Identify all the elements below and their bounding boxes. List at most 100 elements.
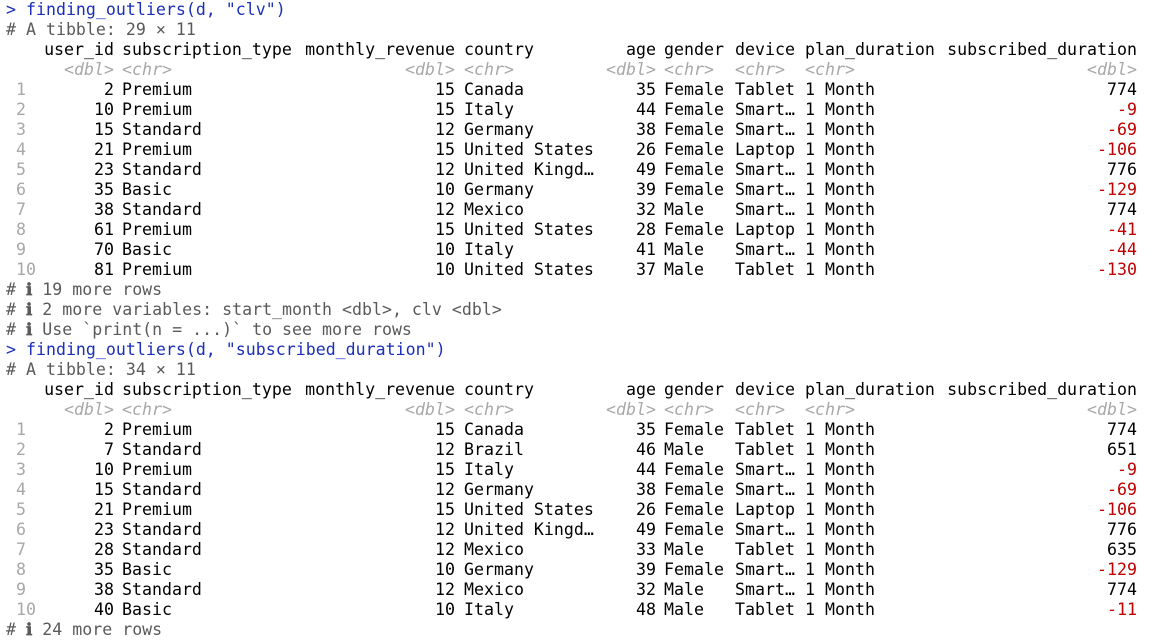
cell-plan-duration: 1 Month [805,540,875,559]
footer-text: 19 more rows [42,280,163,299]
cell-subscribed-duration: 651 [1107,440,1137,459]
command-text[interactable]: finding_outliers(d, "clv") [25,0,286,19]
table-row: 5 23 Standard 12 United Kingd… 49 Female Smart…… [6,160,1172,180]
cell-subscribed-duration: -41 [1107,220,1137,239]
cell-monthly-revenue: 12 [435,200,455,219]
column-type-device: <chr> [735,400,785,419]
column-type-subscription-type: <chr> [122,60,172,79]
cell-age: 44 [636,100,656,119]
cell-subscribed-duration: -129 [1097,560,1137,579]
cell-subscribed-duration: 774 [1107,80,1137,99]
row-number: 10 [16,600,36,619]
cell-subscribed-duration: 776 [1107,520,1137,539]
cell-gender: Male [664,440,704,459]
column-type-user-id: <dbl> [64,400,114,419]
cell-device: Smart… [735,120,795,139]
cell-plan-duration: 1 Month [805,220,875,239]
row-number: 1 [16,80,26,99]
table-row: 5 21 Premium 15 United States 26 Female Laptop 1… [6,500,1172,520]
cell-subscription-type: Premium [122,500,192,519]
cell-device: Smart… [735,460,795,479]
cell-country: Germany [464,560,534,579]
column-header-user-id: user_id [44,380,114,399]
cell-plan-duration: 1 Month [805,140,875,159]
column-types-row: <dbl> <chr> <dbl> <chr> <dbl> <chr> <chr> <chr>… [6,60,1172,80]
comment-mark: # [6,360,26,379]
cell-gender: Female [664,180,724,199]
cell-user-id: 70 [94,240,114,259]
cell-device: Smart… [735,580,795,599]
cell-subscription-type: Premium [122,80,192,99]
footer-note: # ℹ Use `print(n = ...)` to see more row… [6,320,1172,340]
cell-age: 26 [636,500,656,519]
cell-subscribed-duration: -11 [1107,600,1137,619]
cell-subscription-type: Premium [122,140,192,159]
cell-country: United States [464,220,594,239]
cell-plan-duration: 1 Month [805,120,875,139]
table-row: 3 10 Premium 15 Italy 44 Female Smart… 1 Month -9 [6,460,1172,480]
table-row: 10 40 Basic 10 Italy 48 Male Tablet 1 Month -11 [6,600,1172,620]
cell-device: Laptop [735,500,795,519]
table-row: 4 15 Standard 12 Germany 38 Female Smart… 1 Mont… [6,480,1172,500]
cell-user-id: 15 [94,120,114,139]
cell-country: United States [464,140,594,159]
info-icon: ℹ [25,280,43,299]
cell-monthly-revenue: 15 [435,140,455,159]
footer-text: 24 more rows [42,620,163,639]
column-type-gender: <chr> [664,400,714,419]
column-header-user-id: user_id [44,40,114,59]
cell-age: 46 [636,440,656,459]
comment-mark: # [6,280,26,299]
cell-user-id: 23 [94,160,114,179]
cell-user-id: 21 [94,500,114,519]
cell-device: Laptop [735,220,795,239]
cell-country: Italy [464,240,514,259]
table-row: 6 35 Basic 10 Germany 39 Female Smart… 1 Month -1… [6,180,1172,200]
cell-monthly-revenue: 15 [435,420,455,439]
cell-device: Tablet [735,80,795,99]
command-line[interactable]: > finding_outliers(d, "clv") [6,0,1172,20]
comment-mark: # [6,20,26,39]
command-text[interactable]: finding_outliers(d, "subscribed_duration… [25,340,446,359]
cell-device: Tablet [735,600,795,619]
cell-device: Tablet [735,420,795,439]
cell-user-id: 81 [94,260,114,279]
cell-user-id: 2 [104,420,114,439]
cell-device: Smart… [735,100,795,119]
table-row: 8 61 Premium 15 United States 28 Female Laptop 1… [6,220,1172,240]
cell-gender: Female [664,520,724,539]
column-header-subscribed-duration: subscribed_duration [947,380,1137,399]
column-header-age: age [626,380,656,399]
cell-age: 44 [636,460,656,479]
cell-country: Germany [464,120,534,139]
column-type-monthly-revenue: <dbl> [405,400,455,419]
cell-monthly-revenue: 12 [435,160,455,179]
cell-plan-duration: 1 Month [805,500,875,519]
cell-monthly-revenue: 12 [435,520,455,539]
cell-user-id: 38 [94,200,114,219]
command-line[interactable]: > finding_outliers(d, "subscribed_durati… [6,340,1172,360]
cell-subscription-type: Basic [122,240,172,259]
column-type-subscribed-duration: <dbl> [1087,400,1137,419]
cell-subscribed-duration: -129 [1097,180,1137,199]
cell-country: Italy [464,600,514,619]
cell-monthly-revenue: 15 [435,220,455,239]
row-number: 6 [16,180,26,199]
cell-user-id: 7 [104,440,114,459]
row-number: 6 [16,520,26,539]
cell-age: 41 [636,240,656,259]
cell-subscription-type: Basic [122,600,172,619]
cell-subscribed-duration: -44 [1107,240,1137,259]
cell-subscribed-duration: 774 [1107,420,1137,439]
cell-plan-duration: 1 Month [805,420,875,439]
cell-gender: Female [664,220,724,239]
footer-note: # ℹ 19 more rows [6,280,1172,300]
column-header-device: device [735,40,795,59]
cell-plan-duration: 1 Month [805,240,875,259]
cell-monthly-revenue: 12 [435,480,455,499]
cell-monthly-revenue: 12 [435,540,455,559]
cell-subscription-type: Standard [122,120,202,139]
column-type-user-id: <dbl> [64,60,114,79]
column-type-age: <dbl> [606,400,656,419]
